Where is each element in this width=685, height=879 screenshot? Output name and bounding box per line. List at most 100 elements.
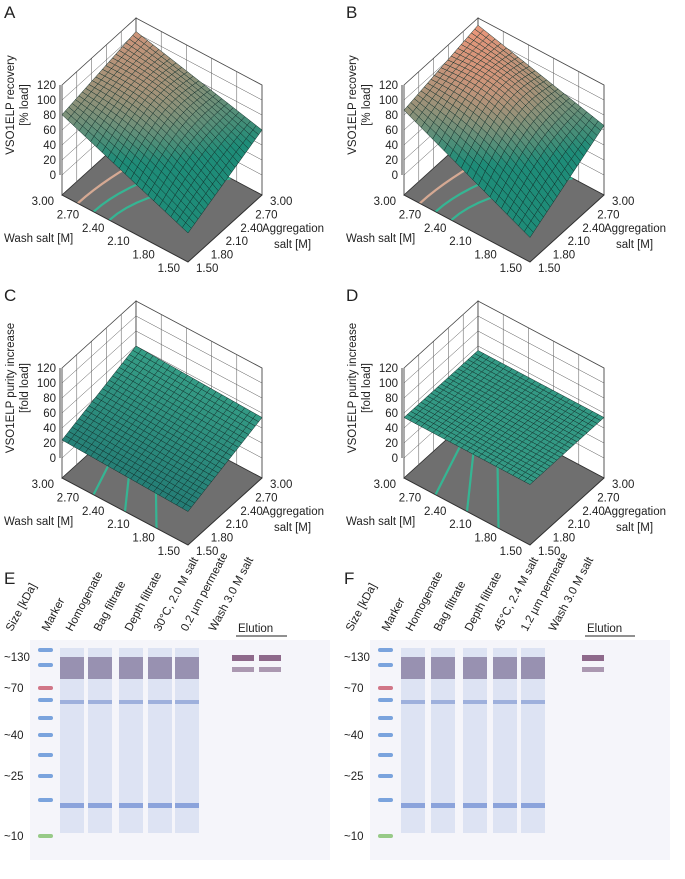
z-tick-label: 120 xyxy=(379,80,398,92)
z-axis-label: [% load] xyxy=(361,84,373,126)
z-tick-label: 80 xyxy=(43,110,56,122)
size-label: ~70 xyxy=(4,683,24,695)
elution-label: Elution xyxy=(238,623,273,635)
lane-band xyxy=(463,657,487,679)
agg-tick-label: 2.10 xyxy=(226,519,248,531)
lane-band xyxy=(60,803,84,808)
wash-axis-label: Wash salt [M] xyxy=(4,233,73,245)
marker-band xyxy=(38,774,53,778)
wash-tick-label: 2.10 xyxy=(449,236,471,248)
agg-tick-label: 3.00 xyxy=(270,479,292,491)
wash-tick-label: 1.50 xyxy=(500,546,522,558)
marker-band xyxy=(38,798,53,802)
agg-tick-label: 2.40 xyxy=(240,506,262,518)
agg-tick-label: 2.40 xyxy=(240,223,262,235)
z-axis-label: VSO1ELP recovery xyxy=(347,55,359,155)
z-tick-label: 20 xyxy=(43,155,56,167)
z-tick-label: 60 xyxy=(385,125,398,137)
agg-tick-label: 3.00 xyxy=(612,196,634,208)
z-tick-label: 0 xyxy=(392,453,398,465)
surface-panel: 0204060801001201.501.802.102.402.703.001… xyxy=(4,286,324,558)
panel-letter: F xyxy=(344,569,354,588)
marker-band xyxy=(378,663,393,667)
agg-tick-label: 1.50 xyxy=(538,263,560,275)
marker-band xyxy=(378,698,393,702)
box-edge xyxy=(61,477,263,546)
z-tick-label: 40 xyxy=(43,140,56,152)
panel-letter: D xyxy=(346,286,358,305)
z-axis-label: [fold load] xyxy=(361,363,373,413)
agg-tick-label: 2.40 xyxy=(582,223,604,235)
box-edge xyxy=(403,477,605,546)
agg-tick-label: 2.70 xyxy=(255,209,277,221)
lane-band xyxy=(119,657,143,679)
marker-band xyxy=(38,834,53,838)
z-tick-label: 20 xyxy=(385,438,398,450)
size-label: ~25 xyxy=(344,771,364,783)
z-tick-label: 100 xyxy=(37,378,56,390)
size-label: ~10 xyxy=(344,831,364,843)
lane-band xyxy=(431,657,455,679)
lane-band xyxy=(60,657,84,679)
wash-tick-label: 1.80 xyxy=(474,533,496,545)
lane-band xyxy=(521,657,545,679)
lane-band xyxy=(521,803,545,808)
lane-band xyxy=(88,803,112,808)
panel-letter: C xyxy=(4,286,16,305)
agg-tick-label: 2.70 xyxy=(597,209,619,221)
agg-tick-label: 3.00 xyxy=(270,196,292,208)
z-axis-label: VSO1ELP purity increase xyxy=(347,323,359,453)
lane-band xyxy=(401,803,425,808)
lane-band xyxy=(521,700,545,704)
wash-tick-label: 2.40 xyxy=(82,506,104,518)
lane-band xyxy=(60,700,84,704)
z-axis-label: VSO1ELP purity increase xyxy=(5,323,17,453)
lane-band xyxy=(463,700,487,704)
wash-tick-label: 2.40 xyxy=(424,223,446,235)
lane-band xyxy=(148,803,172,808)
wash-axis-label: Wash salt [M] xyxy=(346,233,415,245)
z-tick-label: 0 xyxy=(50,170,56,182)
wash-tick-label: 2.70 xyxy=(399,209,421,221)
lane-band xyxy=(431,803,455,808)
panel-letter: E xyxy=(4,569,15,588)
surface-panel: 0204060801001201.501.802.102.402.703.001… xyxy=(346,3,666,275)
agg-tick-label: 1.50 xyxy=(196,546,218,558)
elution-band xyxy=(582,655,604,661)
z-tick-label: 80 xyxy=(43,393,56,405)
agg-axis-label: Aggregation xyxy=(262,506,324,518)
panel-letter: A xyxy=(4,3,16,22)
wash-tick-label: 2.40 xyxy=(424,506,446,518)
z-axis-label: [% load] xyxy=(19,84,31,126)
z-tick-label: 120 xyxy=(37,363,56,375)
size-label: ~130 xyxy=(4,652,30,664)
wash-tick-label: 1.50 xyxy=(500,263,522,275)
wash-tick-label: 1.80 xyxy=(132,250,154,262)
elution-band xyxy=(232,667,254,672)
agg-tick-label: 2.10 xyxy=(226,236,248,248)
size-label: ~10 xyxy=(4,831,24,843)
z-tick-label: 100 xyxy=(37,95,56,107)
elution-label: Elution xyxy=(587,623,622,635)
marker-band xyxy=(378,648,393,652)
lane-label: Size [kDa] xyxy=(344,581,379,633)
marker-band xyxy=(38,663,53,667)
z-tick-label: 60 xyxy=(43,125,56,137)
size-label: ~40 xyxy=(344,730,364,742)
marker-band xyxy=(38,686,53,690)
lane-band xyxy=(463,803,487,808)
lane-band xyxy=(431,700,455,704)
box-edge xyxy=(61,194,263,263)
marker-band xyxy=(38,716,53,720)
z-tick-label: 20 xyxy=(43,438,56,450)
surface-panel: 0204060801001201.501.802.102.402.703.001… xyxy=(346,286,666,558)
wash-axis-label: Wash salt [M] xyxy=(346,516,415,528)
lane-band xyxy=(493,803,517,808)
marker-band xyxy=(378,798,393,802)
marker-band xyxy=(378,733,393,737)
lane-band xyxy=(493,657,517,679)
agg-axis-label: Aggregation xyxy=(604,223,666,235)
agg-tick-label: 2.40 xyxy=(582,506,604,518)
